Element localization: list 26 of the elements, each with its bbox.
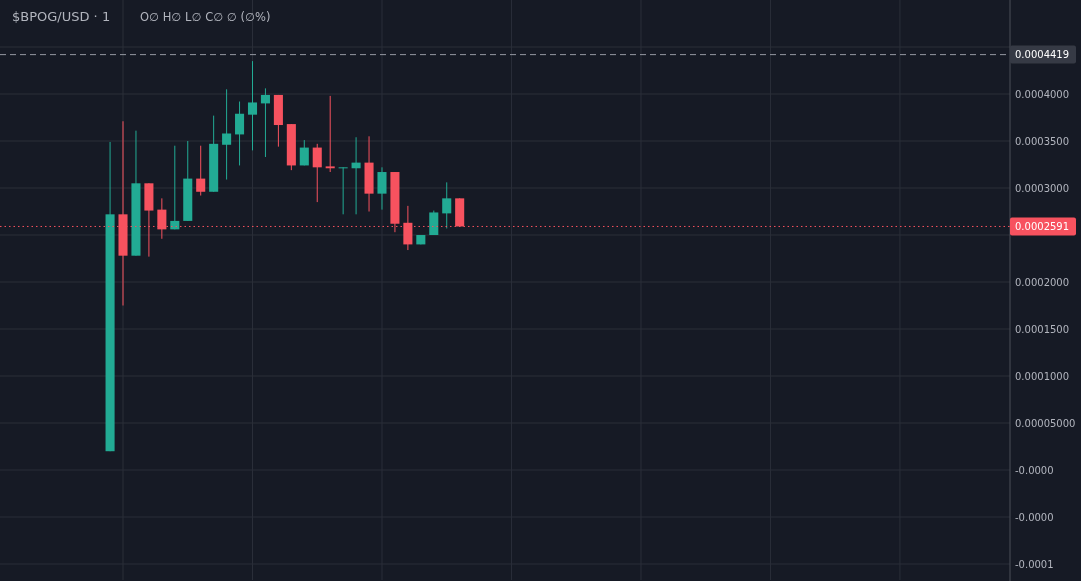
candlestick [377,166,387,211]
candlestick [247,60,258,151]
candlestick [222,88,232,181]
ref-line-label: 0.0004419 [1015,49,1070,61]
text: O∅ H∅ L∅ C∅ ∅ (∅%) [140,10,271,24]
candlestick [338,166,348,215]
ref-line-label: 0.0002591 [1015,220,1070,232]
y-tick-label: 0.0002000 [1015,276,1070,288]
candlestick [170,145,180,230]
y-tick-label: -0.0000 [1015,464,1054,476]
y-tick-label: -0.0000 [1015,511,1054,523]
candlestick [260,87,270,158]
candlestick [235,101,245,166]
candlestick [442,181,452,229]
y-tick-label: 0.00005000 [1015,417,1076,429]
y-tick-label: 0.0003000 [1015,182,1070,194]
candlestick [325,95,335,173]
y-tick-label: 0.0004000 [1015,88,1070,100]
y-tick-label: -0.0001 [1015,558,1054,570]
candlestick [196,145,206,197]
candlestick [312,143,322,203]
y-tick-label: 0.0003500 [1015,135,1070,147]
y-tick-label: 0.0001500 [1015,323,1070,335]
text: $BPOG/USD · 1 [12,9,111,24]
y-tick-label: 0.0001000 [1015,370,1070,382]
candlestick [299,139,309,166]
